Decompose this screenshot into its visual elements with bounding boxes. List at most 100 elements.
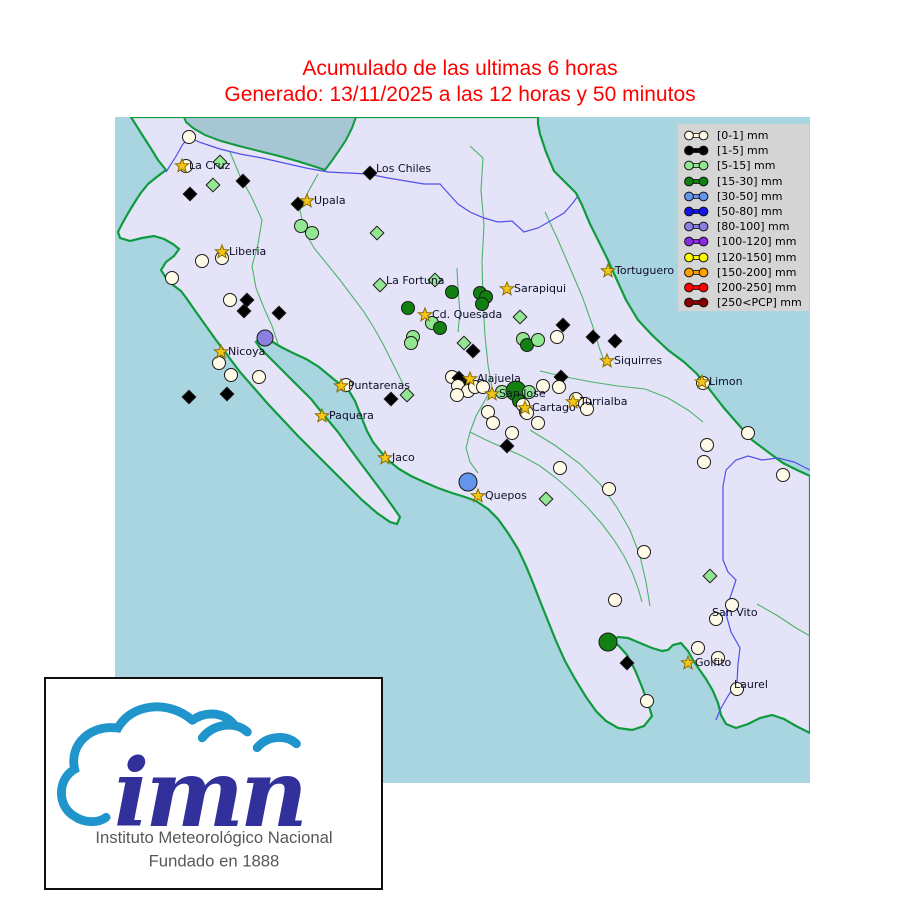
rain-marker [271,305,287,321]
rain-marker [401,301,415,315]
rain-marker [236,303,252,319]
legend-label: [200-250] mm [717,280,797,294]
legend-row: [120-150] mm [683,250,809,265]
city-label: Liberia [229,245,266,258]
city-star-icon [416,306,434,322]
rain-marker [709,612,723,626]
legend-range-icon [684,161,709,171]
city-label: San Jose [499,387,546,400]
rain-marker [711,651,725,665]
city-star-icon [564,393,582,409]
rain-marker [427,272,443,288]
legend-range-icon [684,145,709,156]
rain-marker [486,416,500,430]
rain-marker [607,333,623,349]
city-star-icon [516,399,534,415]
rain-marker [697,455,711,469]
rain-marker [369,225,385,241]
rain-marker [505,426,519,440]
rain-marker [212,356,226,370]
legend-row: [5-15] mm [683,158,809,173]
rain-marker [383,391,399,407]
rain-marker [182,186,198,202]
rain-marker [212,154,228,170]
rain-marker [433,321,447,335]
rain-marker [700,438,714,452]
city-star-icon [679,654,697,670]
city-label: La Cruz [189,159,231,172]
legend-range-icon [684,267,709,278]
legend-range-icon [684,221,709,232]
rain-marker [182,130,196,144]
legend-range-icon [684,282,709,293]
imn-acronym: imn [114,738,304,848]
city-star-icon [598,352,616,368]
city-label: Cartago [532,401,576,414]
city-label: Cd. Quesada [432,308,502,321]
rain-marker [637,545,651,559]
legend-range-icon [684,297,709,308]
city-label: Quepos [485,489,527,502]
rain-marker [294,219,308,233]
international-borders [165,137,810,721]
costa-rica-landmass [116,117,810,735]
legend-row: [100-120] mm [683,234,809,249]
legend-range-icon [684,130,709,141]
rain-marker [165,271,179,285]
logo-founded-text: Fundado en 1888 [149,851,280,870]
rain-marker [538,491,554,507]
city-star-icon [313,407,331,423]
rain-marker [450,388,464,402]
legend-range-icon [684,191,709,202]
lake-nicaragua [182,117,358,172]
city-label: Siquirres [614,354,662,367]
city-star-icon [693,373,711,389]
city-label: Golfito [695,656,732,669]
rain-marker [404,336,418,350]
city-label: Tortuguero [614,264,674,277]
rain-marker [580,402,594,416]
legend-row: [30-50] mm [683,189,809,204]
rain-marker [252,370,266,384]
rain-marker [372,277,388,293]
city-star-icon [332,377,350,393]
city-star-icon [469,487,487,503]
legend-row: [150-200] mm [683,265,809,280]
legend-range-icon [684,252,709,262]
rain-marker [458,472,478,492]
rain-marker [305,226,319,240]
rain-marker [608,593,622,607]
legend-row: [50-80] mm [683,204,809,219]
rain-marker [499,438,515,454]
rain-marker [219,386,235,402]
rain-marker [550,330,564,344]
legend-row: [0-1] mm [683,128,809,143]
city-label: Laurel [734,678,768,691]
city-label: Jaco [391,451,415,464]
rain-marker [585,329,601,345]
city-label: Sarapiqui [514,282,566,295]
logo-institute-name: Instituto Meteorológico Nacional [95,828,332,847]
city-star-icon [173,157,191,173]
city-labels-layer: La Cruz Upala Los Chiles Liberia Tortuguero L… [173,157,768,691]
imn-logo: imn Instituto Meteorológico Nacional Fun… [44,677,383,890]
rain-marker [536,379,550,393]
rain-marker [223,293,237,307]
city-label: Alajuela [477,372,521,385]
rain-marker [741,426,755,440]
city-label: Upala [314,194,346,207]
rain-marker [399,387,415,403]
rain-marker [598,632,618,652]
legend-range-icon [684,206,709,217]
rain-marker [522,385,536,399]
rain-marker [725,598,739,612]
rain-marker [553,461,567,475]
legend-label: [50-80] mm [717,205,783,219]
city-label: San Vito [712,606,758,619]
legend-label: [150-200] mm [717,265,797,279]
title-line2: Generado: 13/11/2025 a las 12 horas y 50… [224,83,696,106]
title-line1: Acumulado de las ultimas 6 horas [302,57,618,80]
rain-marker [195,254,209,268]
city-label: Paquera [329,409,374,422]
rain-marker [619,655,635,671]
